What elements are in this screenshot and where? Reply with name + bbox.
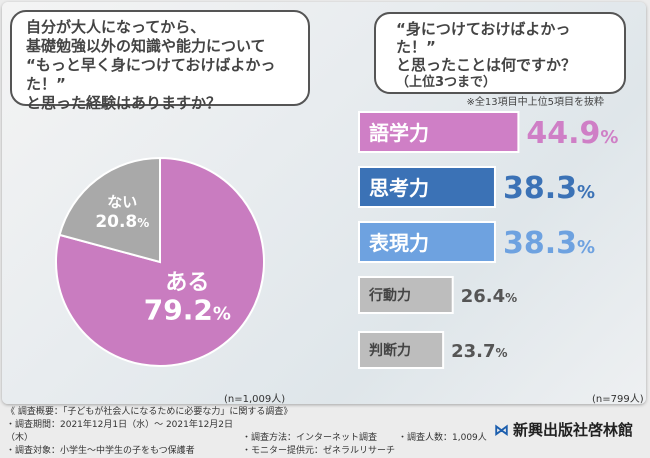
bar-value-label: 38.3% [503,226,595,261]
question-line: “身につけておけばよかった！” [396,20,571,56]
bar-value-label: 26.4% [461,286,517,307]
footer-item: ・モニター提供元：ゼネラルリサーチ [242,446,396,456]
question-line: と思った経験はありますか？ [26,94,222,112]
bar [358,276,454,314]
bar [358,221,496,263]
bar-category-label: 思考力 [369,176,429,200]
bar [358,331,445,369]
survey-footer: 《 調査概要：「子どもが社会人になるために必要な力」に関する調査》 ・調査期間：… [6,406,487,458]
pie-value: 20.8% [95,212,149,232]
bar-category-label: 語学力 [369,121,429,145]
logo-mark-icon: ⋈ [494,421,509,439]
right-question-bubble: “身につけておけばよかった！” と思ったことは何ですか？ （上位3つまで） ※全… [374,12,626,108]
question-sub: （上位3つまで） [396,75,497,90]
footer-item: ・調査対象：小学生～中学生の子をもつ保護者 [6,446,195,456]
left-question-bubble: 自分が大人になってから、 基礎勉強以外の知識や能力について “もっと早く身につけ… [10,10,310,112]
pie-label: ある [165,271,209,296]
footer-item: ・調査期間：2021年12月1日（水）～ 2021年12月2日（木） [6,420,234,443]
pie-slice [58,156,161,264]
bar-category-label: 行動力 [368,287,411,304]
question-line: 自分が大人になってから、 [26,18,206,36]
logo-text: 新興出版社啓林館 [513,421,634,439]
publisher-logo: ⋈ 新興出版社啓林館 [494,419,633,440]
bar [358,166,496,208]
bar-value-label: 23.7% [451,341,507,362]
footer-title: 《 調査概要：「子どもが社会人になるために必要な力」に関する調査》 [6,407,293,417]
question-line: と思ったことは何ですか？ [396,56,577,74]
bar-value-label: 38.3% [503,171,595,206]
pie-label: ない [107,193,137,211]
bar [358,111,520,153]
infographic-panel: ある 79.2% ない 20.8% 語学力 44.9% 思考力 38.3% 表現力 38.3% 行動… [2,2,646,404]
bar-category-label: 判断力 [369,342,411,359]
bar-value-label: 44.9% [526,116,618,151]
pie-slice [55,156,265,367]
bar-sample-size: (n=799人) [592,394,644,404]
footer-item: ・調査方法：インターネット調査 [242,433,378,443]
footer-item: ・調査人数：1,009人 [398,433,487,443]
question-line: “もっと早く身につけておけばよかった！” [26,56,276,93]
question-line: 基礎勉強以外の知識や能力について [26,37,266,55]
bar-category-label: 表現力 [369,231,429,255]
pie-value: 79.2% [144,294,231,327]
question-note: ※全13項目中上位5項目を抜粋 [466,97,604,108]
pie-sample-size: (n=1,009人) [224,394,286,404]
